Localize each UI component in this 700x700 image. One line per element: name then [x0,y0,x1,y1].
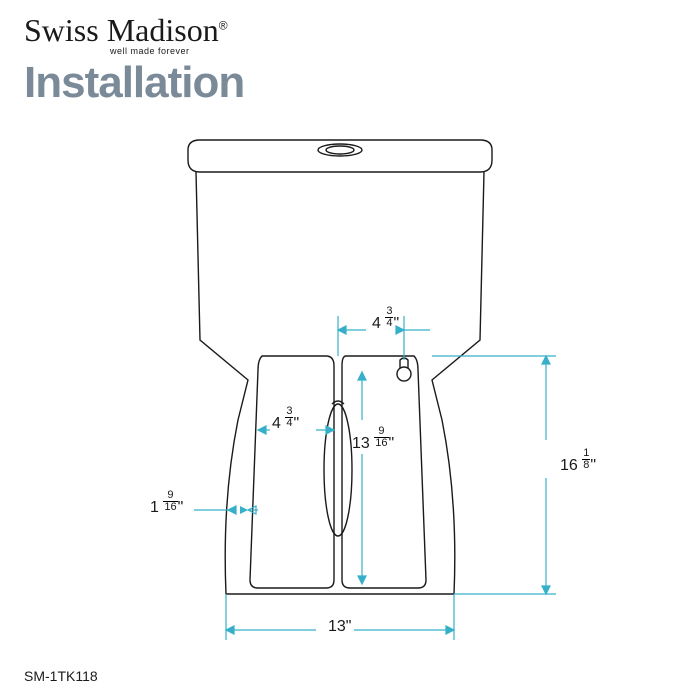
dim-upper-offset: 4 34" [372,306,399,333]
dim-inner-half: 4 34" [272,406,299,433]
toilet-outline [188,140,492,594]
dimension-lines [194,316,556,640]
dim-overall-height: 16 18" [560,448,596,475]
dim-inner-height: 13 916" [352,426,394,453]
installation-diagram [0,0,700,700]
dim-side-offset: 1 916" [150,490,183,517]
dim-base-width: 13" [328,618,351,636]
